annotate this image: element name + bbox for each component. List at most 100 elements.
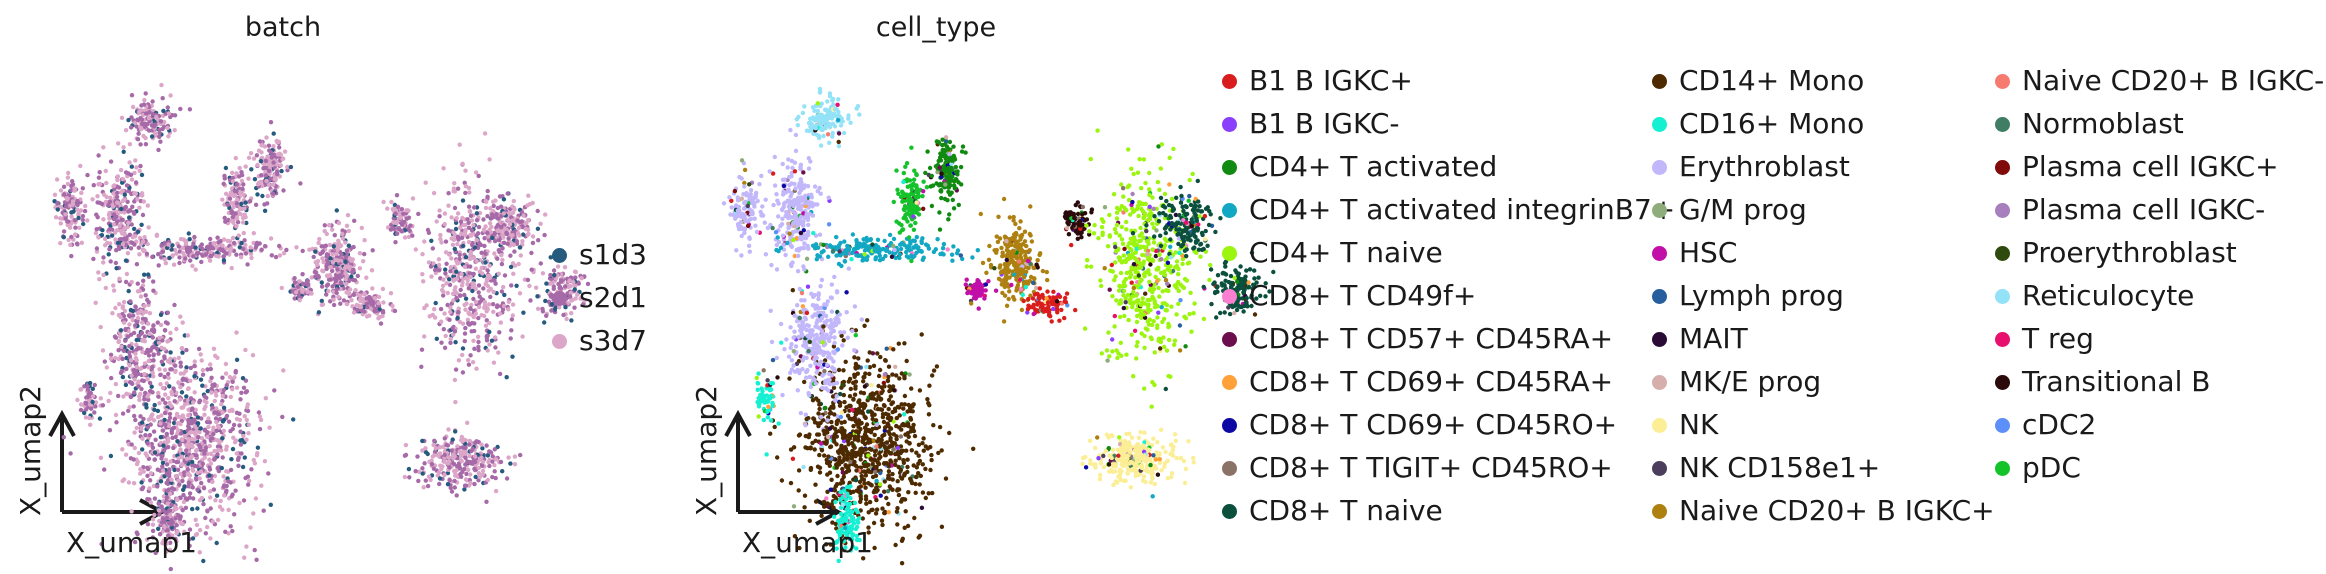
cell-type-scatter-point xyxy=(839,426,845,431)
cell-type-scatter-point xyxy=(863,463,868,468)
batch-scatter-point xyxy=(510,354,515,359)
batch-scatter-point xyxy=(436,257,442,262)
batch-scatter-point xyxy=(473,454,478,459)
batch-scatter-point xyxy=(484,338,490,343)
batch-scatter-point xyxy=(448,265,454,270)
batch-scatter-point xyxy=(480,463,485,468)
cell-type-scatter-point xyxy=(931,368,937,373)
batch-scatter-point xyxy=(162,328,168,333)
batch-scatter-point xyxy=(252,177,258,182)
batch-scatter-point xyxy=(234,201,240,206)
batch-scatter-point xyxy=(160,460,166,465)
batch-scatter-point xyxy=(111,288,117,293)
batch-scatter-point xyxy=(423,478,428,483)
batch-scatter-point xyxy=(479,442,484,447)
cell-type-scatter-point xyxy=(916,461,921,466)
batch-scatter-point xyxy=(402,474,407,480)
batch-scatter-point xyxy=(175,467,181,472)
cell-type-scatter-point xyxy=(859,473,864,479)
batch-scatter-point xyxy=(168,566,173,572)
batch-scatter-point xyxy=(164,431,169,437)
batch-scatter-point xyxy=(149,384,154,389)
batch-scatter-point xyxy=(331,244,336,249)
batch-scatter-point xyxy=(257,139,263,144)
batch-scatter-point xyxy=(238,397,243,402)
batch-scatter-point xyxy=(85,172,90,178)
batch-scatter-point xyxy=(96,175,102,180)
batch-scatter-point xyxy=(118,334,123,339)
batch-scatter-point xyxy=(164,381,169,386)
batch-scatter-point xyxy=(220,197,225,202)
batch-scatter-point xyxy=(339,252,344,257)
batch-scatter-point xyxy=(464,471,469,477)
batch-scatter-point xyxy=(139,420,145,425)
batch-scatter-point xyxy=(146,353,152,358)
batch-scatter-point xyxy=(450,242,456,247)
batch-scatter-point xyxy=(139,192,144,198)
batch-scatter-point xyxy=(425,227,431,233)
batch-scatter-point xyxy=(231,435,236,440)
cell-type-scatter-point xyxy=(912,433,918,439)
batch-scatter-point xyxy=(178,364,184,369)
batch-scatter-point xyxy=(223,165,229,171)
batch-scatter-point xyxy=(446,203,451,208)
batch-scatter-point xyxy=(201,486,207,491)
batch-scatter-point xyxy=(191,496,196,501)
cell-type-scatter-point xyxy=(921,448,926,453)
batch-scatter-point xyxy=(83,401,89,406)
batch-scatter-point xyxy=(169,390,174,395)
cell-type-scatter-point xyxy=(919,332,924,337)
batch-scatter-point xyxy=(138,471,143,476)
batch-scatter-point xyxy=(141,102,147,107)
batch-scatter-point xyxy=(171,445,176,451)
cell-type-scatter-point xyxy=(866,409,871,414)
batch-scatter-point xyxy=(141,469,146,474)
batch-scatter-point xyxy=(420,438,425,444)
cell-type-scatter-point xyxy=(837,403,843,408)
batch-scatter-point xyxy=(452,237,457,242)
batch-scatter-point xyxy=(174,459,179,465)
cell-type-scatter-point xyxy=(883,411,889,416)
batch-scatter-point xyxy=(431,190,437,196)
batch-scatter-point xyxy=(355,273,360,279)
batch-scatter-point xyxy=(139,172,145,178)
batch-scatter-point xyxy=(175,497,180,503)
batch-scatter-point xyxy=(474,366,479,371)
batch-scatter-point xyxy=(210,405,215,410)
batch-scatter-point xyxy=(153,437,158,442)
batch-scatter-point xyxy=(233,488,238,493)
batch-scatter-point xyxy=(433,446,438,451)
batch-scatter-point xyxy=(420,252,425,257)
cell-type-scatter-point xyxy=(842,419,847,425)
batch-scatter-point xyxy=(211,487,217,492)
cell-type-scatter-point xyxy=(874,444,879,449)
batch-scatter-point xyxy=(120,305,125,310)
batch-scatter-point xyxy=(177,442,182,447)
batch-scatter-point xyxy=(230,387,235,392)
batch-scatter-point xyxy=(224,246,229,251)
batch-scatter-point xyxy=(108,356,114,361)
batch-scatter-point xyxy=(437,214,442,219)
batch-scatter-point xyxy=(454,291,460,296)
batch-scatter-point xyxy=(465,420,470,425)
batch-scatter-point xyxy=(69,214,74,219)
batch-scatter-point xyxy=(121,299,127,305)
batch-scatter-point xyxy=(208,253,213,259)
cell-type-scatter-point xyxy=(815,432,820,437)
batch-scatter-point xyxy=(212,410,217,415)
cell-type-scatter-point xyxy=(847,403,852,408)
cell-type-scatter-point xyxy=(874,397,879,402)
batch-scatter-point xyxy=(123,237,129,242)
batch-scatter-point xyxy=(121,226,127,232)
cell-type-scatter-point xyxy=(926,491,931,496)
batch-scatter-point xyxy=(462,180,467,185)
batch-scatter-point xyxy=(158,322,164,328)
cell-type-scatter-point xyxy=(885,378,891,384)
batch-scatter-point xyxy=(441,166,446,171)
batch-scatter-point xyxy=(249,467,254,472)
batch-scatter-point xyxy=(201,501,206,507)
batch-scatter-point xyxy=(243,475,248,481)
batch-scatter-point xyxy=(477,269,482,274)
batch-scatter-point xyxy=(467,190,472,195)
batch-scatter-point xyxy=(459,434,464,440)
